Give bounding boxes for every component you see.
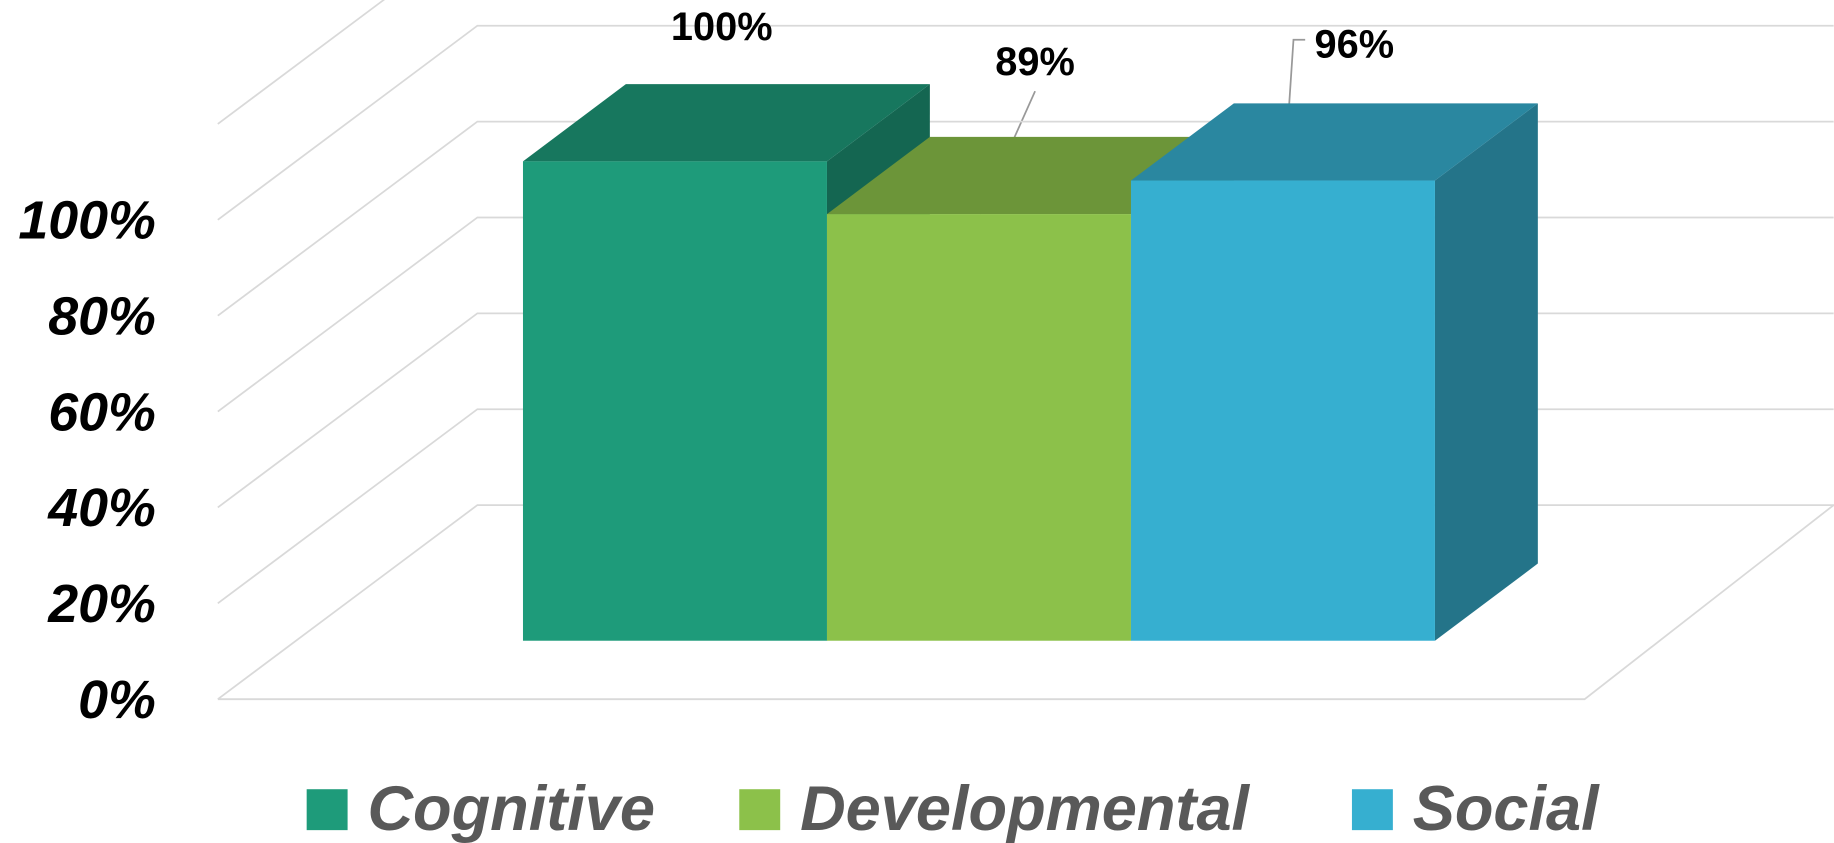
bar-top [522,84,930,162]
bar-top [1130,103,1538,181]
legend-label: Developmental [800,774,1250,843]
value-label: 96% [1315,22,1395,66]
legend-label: Social [1413,774,1600,843]
y-tick-label: 100% [18,191,156,251]
legend-swatch [1351,789,1393,831]
y-tick-label: 60% [48,382,156,442]
grid-line [217,24,1834,221]
bar [522,161,827,641]
wall-edge [217,0,386,125]
value-label: 100% [671,5,773,49]
legend-swatch [739,789,781,831]
y-tick-label: 20% [47,574,156,634]
y-tick-label: 80% [48,286,156,346]
value-label: 89% [995,40,1075,84]
bar [826,214,1131,641]
y-tick-label: 40% [47,478,156,538]
legend-swatch [306,789,348,831]
bar [1130,180,1435,641]
legend-label: Cognitive [367,774,655,843]
bar-side [1434,103,1538,641]
y-tick-label: 0% [78,670,156,730]
